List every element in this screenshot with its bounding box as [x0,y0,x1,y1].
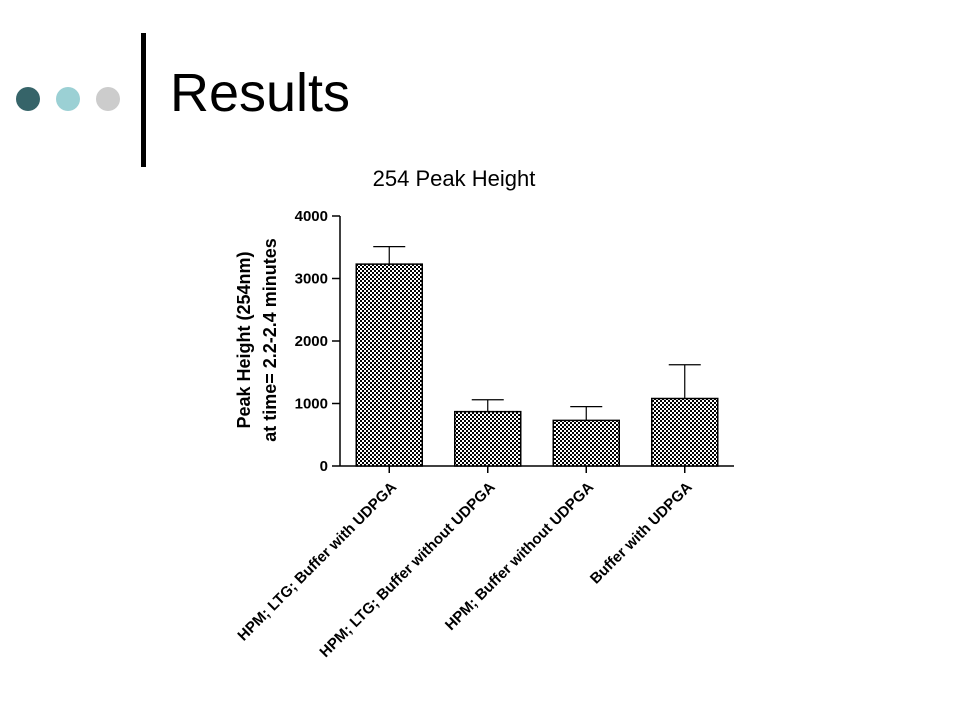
bar [454,410,522,467]
chart-title: 254 Peak Height [373,166,536,191]
bars [355,263,719,467]
x-tick-label: Buffer with UDPGA [587,479,696,588]
y-tick-label: 3000 [295,271,328,288]
dot-gray [96,87,120,111]
slide-title: Results [170,63,351,123]
y-axis-label: Peak Height (254nm) at time= 2.2-2.4 min… [234,238,280,442]
bar [552,419,620,467]
x-tick-label: HPM; LTG; Buffer without UDPGA [316,479,498,661]
dot-dark-teal [16,87,40,111]
decorative-dots [16,87,126,113]
title-divider-line [141,33,146,167]
y-tick-label: 0 [320,458,328,475]
bar [651,397,719,467]
y-ticks: 0 1000 2000 3000 4000 [295,208,340,475]
y-tick-label: 1000 [295,396,328,413]
y-tick-label: 4000 [295,208,328,225]
y-axis-label-line-1: Peak Height (254nm) [234,251,254,428]
x-tick-label: HPM; LTG; Buffer with UDPGA [234,479,400,645]
bar [355,263,423,467]
dot-light-teal [56,87,80,111]
y-tick-label: 2000 [295,333,328,350]
error-bars [373,246,701,421]
y-axis-label-line-2: at time= 2.2-2.4 minutes [260,238,280,442]
